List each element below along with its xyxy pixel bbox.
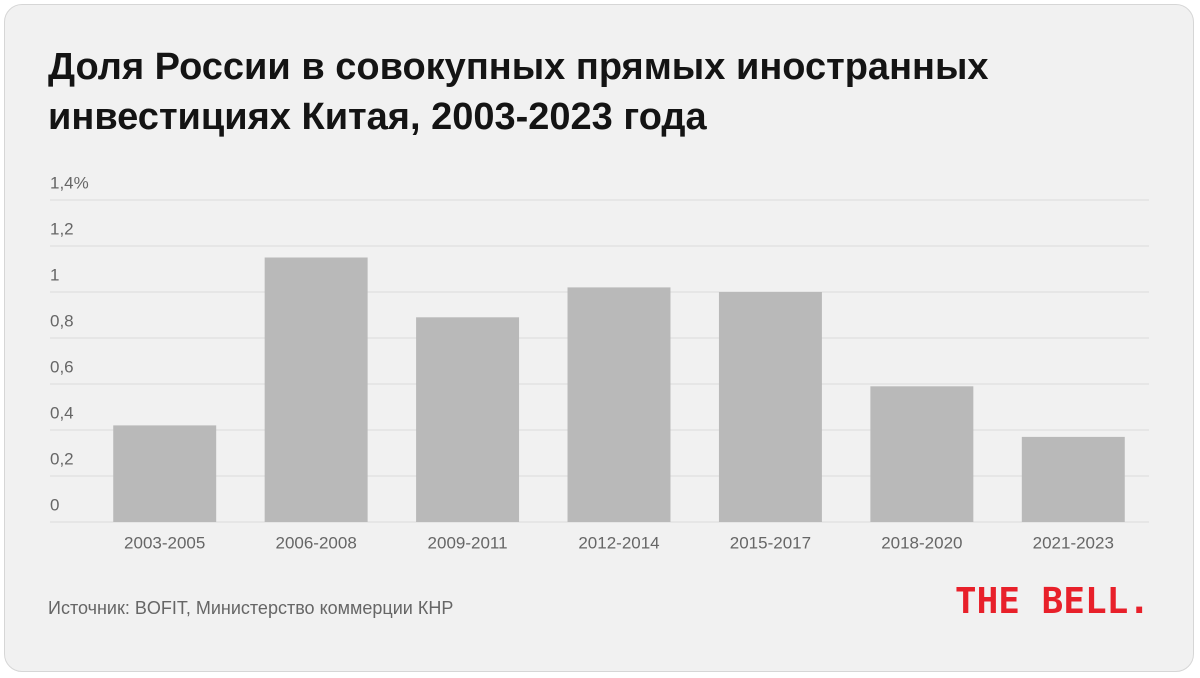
- x-tick-label: 2018-2020: [881, 533, 962, 552]
- x-tick-label: 2003-2005: [124, 533, 205, 552]
- source: Источник: BOFIT, Министерство коммерции …: [48, 598, 453, 618]
- y-tick-label: 0,6: [50, 357, 74, 376]
- bar: [567, 287, 671, 522]
- bar: [416, 317, 520, 522]
- y-tick-label: 1,4%: [50, 173, 89, 192]
- x-tick-label: 2012-2014: [578, 533, 659, 552]
- x-tick-label: 2009-2011: [428, 533, 508, 552]
- y-tick-label: 1: [50, 265, 59, 284]
- x-tick-label: 2015-2017: [730, 533, 811, 552]
- bar: [113, 425, 217, 522]
- x-tick-label: 2021-2023: [1033, 533, 1114, 552]
- x-tick-label: 2006-2008: [275, 533, 356, 552]
- bar: [718, 292, 822, 522]
- y-tick-label: 0,8: [50, 311, 74, 330]
- y-tick-label: 0,2: [50, 449, 74, 468]
- y-tick-label: 1,2: [50, 219, 74, 238]
- bar: [870, 386, 974, 522]
- y-tick-label: 0: [50, 495, 59, 514]
- y-tick-label: 0,4: [50, 403, 74, 422]
- bar: [1021, 436, 1125, 522]
- bar: [264, 257, 368, 522]
- logo: THE BELL.: [955, 581, 1150, 622]
- chart-title: Доля России в совокупных прямых иностран…: [48, 46, 989, 138]
